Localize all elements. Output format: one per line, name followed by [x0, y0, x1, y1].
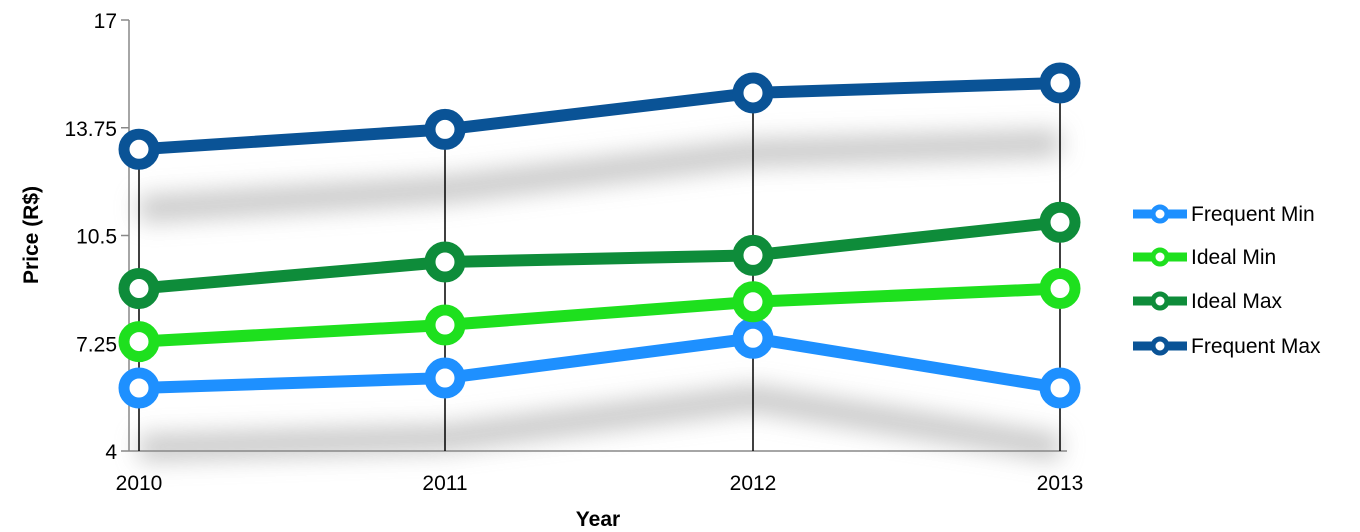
- legend-marker: [1150, 291, 1170, 311]
- x-tick-label: 2011: [422, 472, 467, 495]
- data-point: [118, 321, 160, 363]
- legend-label: Ideal Max: [1191, 290, 1283, 313]
- data-point: [1039, 367, 1081, 409]
- legend-label: Frequent Min: [1191, 203, 1315, 226]
- series-lines: [138, 76, 1061, 395]
- series-markers: [118, 62, 1081, 409]
- data-point: [118, 128, 160, 170]
- y-axis-title: Price (R$): [20, 186, 43, 284]
- series-line: [138, 332, 1061, 395]
- legend-entry: Frequent Min: [1133, 203, 1315, 226]
- legend-marker: [1150, 336, 1170, 356]
- legend: Frequent Min Ideal Min Ideal Max Frequent M…: [1133, 203, 1321, 358]
- data-point: [424, 304, 466, 346]
- series-line: [138, 76, 1061, 156]
- x-axis-title: Year: [576, 508, 620, 531]
- series-line: [138, 282, 1061, 348]
- x-tick-label: 2013: [1037, 472, 1084, 495]
- series-shadow: [138, 385, 1063, 462]
- data-point: [424, 241, 466, 283]
- y-tick-label: 4: [105, 441, 117, 464]
- y-tick-label: 13.75: [64, 118, 117, 141]
- data-point: [424, 357, 466, 399]
- data-point: [1039, 268, 1081, 310]
- data-point: [732, 72, 774, 114]
- data-point: [424, 108, 466, 150]
- legend-label: Frequent Max: [1191, 335, 1321, 358]
- series-line: [138, 216, 1061, 295]
- legend-entry: Ideal Max: [1133, 290, 1283, 313]
- legend-entry: Ideal Min: [1133, 246, 1276, 269]
- series-shadow: [138, 129, 1061, 223]
- y-tick-labels: 4 7.25 10.5 13.75 17: [64, 10, 117, 464]
- data-point: [732, 281, 774, 323]
- legend-marker: [1150, 204, 1170, 224]
- legend-entry: Frequent Max: [1133, 335, 1321, 358]
- y-tick-label: 7.25: [76, 333, 117, 356]
- data-point: [732, 234, 774, 276]
- data-point: [118, 268, 160, 310]
- series-shadows: [138, 129, 1063, 462]
- data-point: [118, 367, 160, 409]
- legend-label: Ideal Min: [1191, 246, 1276, 269]
- data-point: [732, 317, 774, 359]
- y-tick-label: 17: [94, 10, 117, 33]
- x-tick-label: 2012: [730, 472, 777, 495]
- x-tick-label: 2010: [116, 472, 163, 495]
- data-point: [1039, 62, 1081, 104]
- y-tick-label: 10.5: [76, 226, 117, 249]
- x-tick-labels: 2010 2011 2012 2013: [116, 472, 1084, 495]
- legend-marker: [1150, 247, 1170, 267]
- data-point: [1039, 201, 1081, 243]
